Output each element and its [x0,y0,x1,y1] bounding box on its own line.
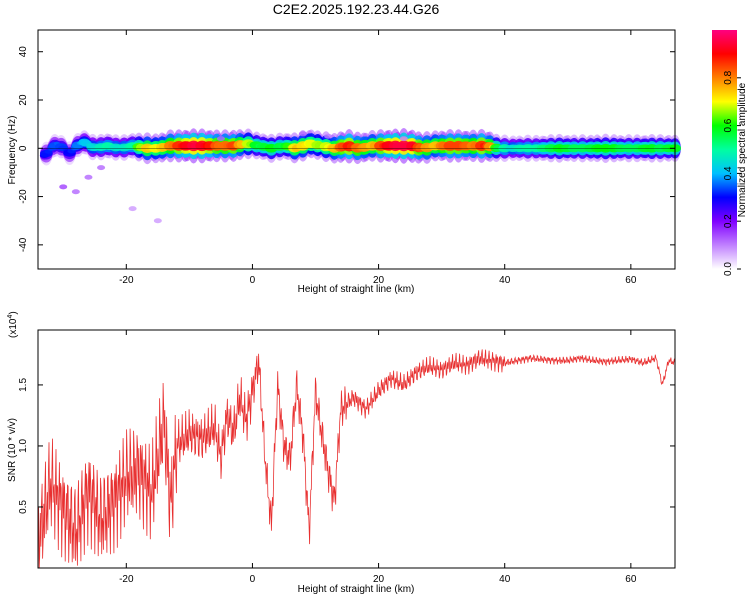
heatmap-blob [97,165,106,171]
snr-y-tick-label: 1.0 [18,439,29,453]
spectrogram-frame [37,29,676,270]
snr-y-tick-label: 0.5 [18,500,29,514]
spectrogram-y-tick-label: -20 [18,189,29,204]
heatmap-blob [216,136,225,142]
colorbar: 0.0 0.2 0.4 0.6 0.8 Normalized spectral ampl… [712,30,748,276]
spectrogram-y-tick-label: 40 [18,46,29,58]
heatmap-blob [324,133,333,139]
colorbar-tick-label: 0.4 [723,166,734,180]
colorbar-tick-label: 0.8 [723,70,734,84]
spectrogram-y-tick-label: -40 [18,237,29,252]
snr-y-axis-title: SNR (10 * v/v) [7,418,18,482]
snr-multiplier-label: (x104) [7,311,19,338]
heatmap-blob [59,184,68,190]
spectrogram-x-tick-label: 60 [625,275,637,286]
heatmap-blob [298,131,307,137]
page-title: C2E2.2025.192.23.44.G26 [272,1,440,17]
colorbar-tick-label: 0.0 [723,262,734,276]
heatmap-blob [128,206,137,212]
heatmap-blob [153,218,162,224]
spectrogram-x-axis-title: Height of straight line (km) [298,284,415,295]
snr-x-tick-label: 60 [625,574,637,585]
colorbar-gradient [712,30,737,269]
colorbar-tick-label: 0.6 [723,118,734,132]
heatmap-blob [71,189,80,195]
colorbar-title: Normalized spectral amplitude [737,82,748,217]
spectrogram-y-tick-label: 20 [18,94,29,106]
colorbar-tick-label: 0.2 [723,214,734,228]
snr-frame [37,329,676,569]
snr-axes: -20 0 20 40 60 0.5 1.0 1.5 [18,330,675,585]
snr-series [37,349,676,569]
snr-x-tick-label: 40 [499,574,511,585]
spectrogram-panel: -20 0 20 40 60 -40 -20 0 20 40 Height of straight… [7,29,681,295]
spectrogram-x-tick-label: 20 [373,275,385,286]
snr-x-tick-label: 20 [373,574,385,585]
spectrogram-axes: -20 0 20 40 60 -40 -20 0 20 40 [18,30,675,286]
spectrogram-x-tick-label: 40 [499,275,511,286]
spectrogram-y-tick-label: 0 [18,145,29,151]
snr-plot-area [38,330,675,568]
spectrogram-y-axis-title: Frequency (Hz) [7,116,18,185]
snr-x-axis-title: Height of straight line (km) [298,584,415,595]
spectrogram-heatmap [38,128,681,224]
snr-panel: -20 0 20 40 60 0.5 1.0 1.5 Height of straight l… [7,311,676,595]
snr-x-tick-label: 0 [250,574,256,585]
snr-y-tick-label: 1.5 [18,378,29,392]
heatmap-blob [84,174,93,180]
snr-x-tick-label: -20 [119,574,134,585]
spectrogram-x-tick-label: -20 [119,275,134,286]
snr-line [37,349,676,569]
colorbar-ticks: 0.0 0.2 0.4 0.6 0.8 [723,70,741,276]
heatmap-blob [399,136,408,142]
spectrogram-x-tick-label: 0 [250,275,256,286]
